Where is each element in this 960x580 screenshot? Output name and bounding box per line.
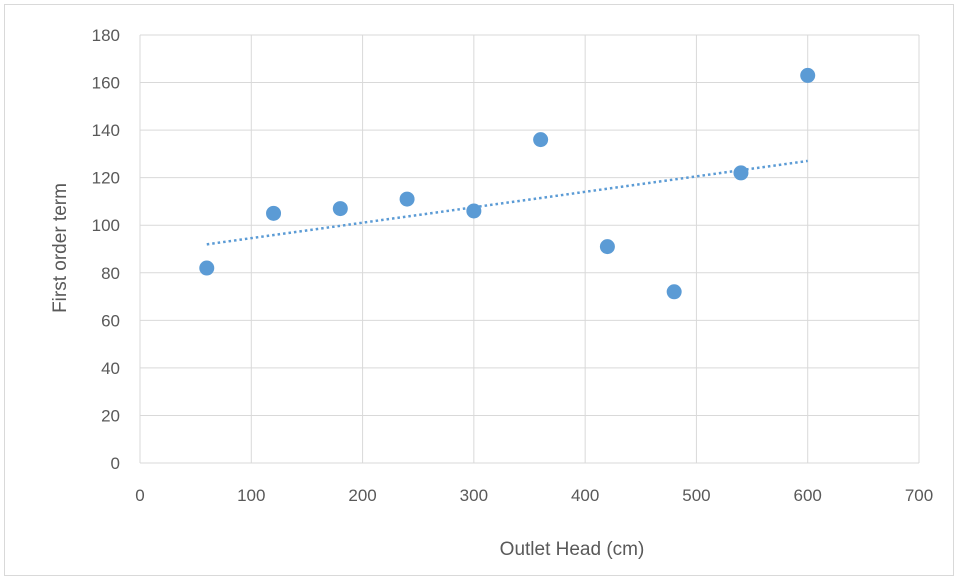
- y-tick-label: 180: [92, 26, 120, 45]
- data-point: [266, 205, 282, 221]
- x-tick-label: 100: [237, 486, 265, 505]
- y-tick-label: 20: [101, 406, 120, 425]
- x-tick-label: 400: [571, 486, 599, 505]
- data-point: [733, 165, 749, 181]
- data-point: [599, 239, 615, 255]
- x-tick-labels: 0 100 200 300 400 500 600 700: [135, 486, 933, 505]
- x-tick-label: 300: [460, 486, 488, 505]
- x-tick-label: 600: [794, 486, 822, 505]
- y-tick-labels: 0 20 40 60 80 100 120 140 160 180: [92, 26, 120, 473]
- y-tick-label: 120: [92, 169, 120, 188]
- y-tick-label: 40: [101, 359, 120, 378]
- data-point: [666, 284, 682, 300]
- y-tick-label: 160: [92, 74, 120, 93]
- trendline-line: [206, 159, 808, 246]
- data-point: [800, 67, 816, 83]
- data-point: [466, 203, 482, 219]
- y-tick-label: 100: [92, 216, 120, 235]
- x-tick-label: 500: [682, 486, 710, 505]
- data-point: [533, 132, 549, 148]
- x-tick-label: 0: [135, 486, 144, 505]
- trendline: [206, 159, 808, 246]
- y-tick-label: 80: [101, 264, 120, 283]
- data-point: [399, 191, 415, 207]
- y-tick-label: 140: [92, 121, 120, 140]
- data-points: [199, 67, 816, 300]
- x-axis-title: Outlet Head (cm): [500, 539, 645, 560]
- chart-frame: [4, 4, 954, 576]
- y-tick-label: 60: [101, 311, 120, 330]
- data-point: [199, 260, 215, 276]
- x-tick-label: 700: [905, 486, 933, 505]
- data-point: [332, 201, 348, 217]
- y-tick-label: 0: [111, 454, 120, 473]
- x-tick-label: 200: [348, 486, 376, 505]
- y-axis-title: First order term: [50, 183, 71, 313]
- gridlines: [139, 34, 920, 464]
